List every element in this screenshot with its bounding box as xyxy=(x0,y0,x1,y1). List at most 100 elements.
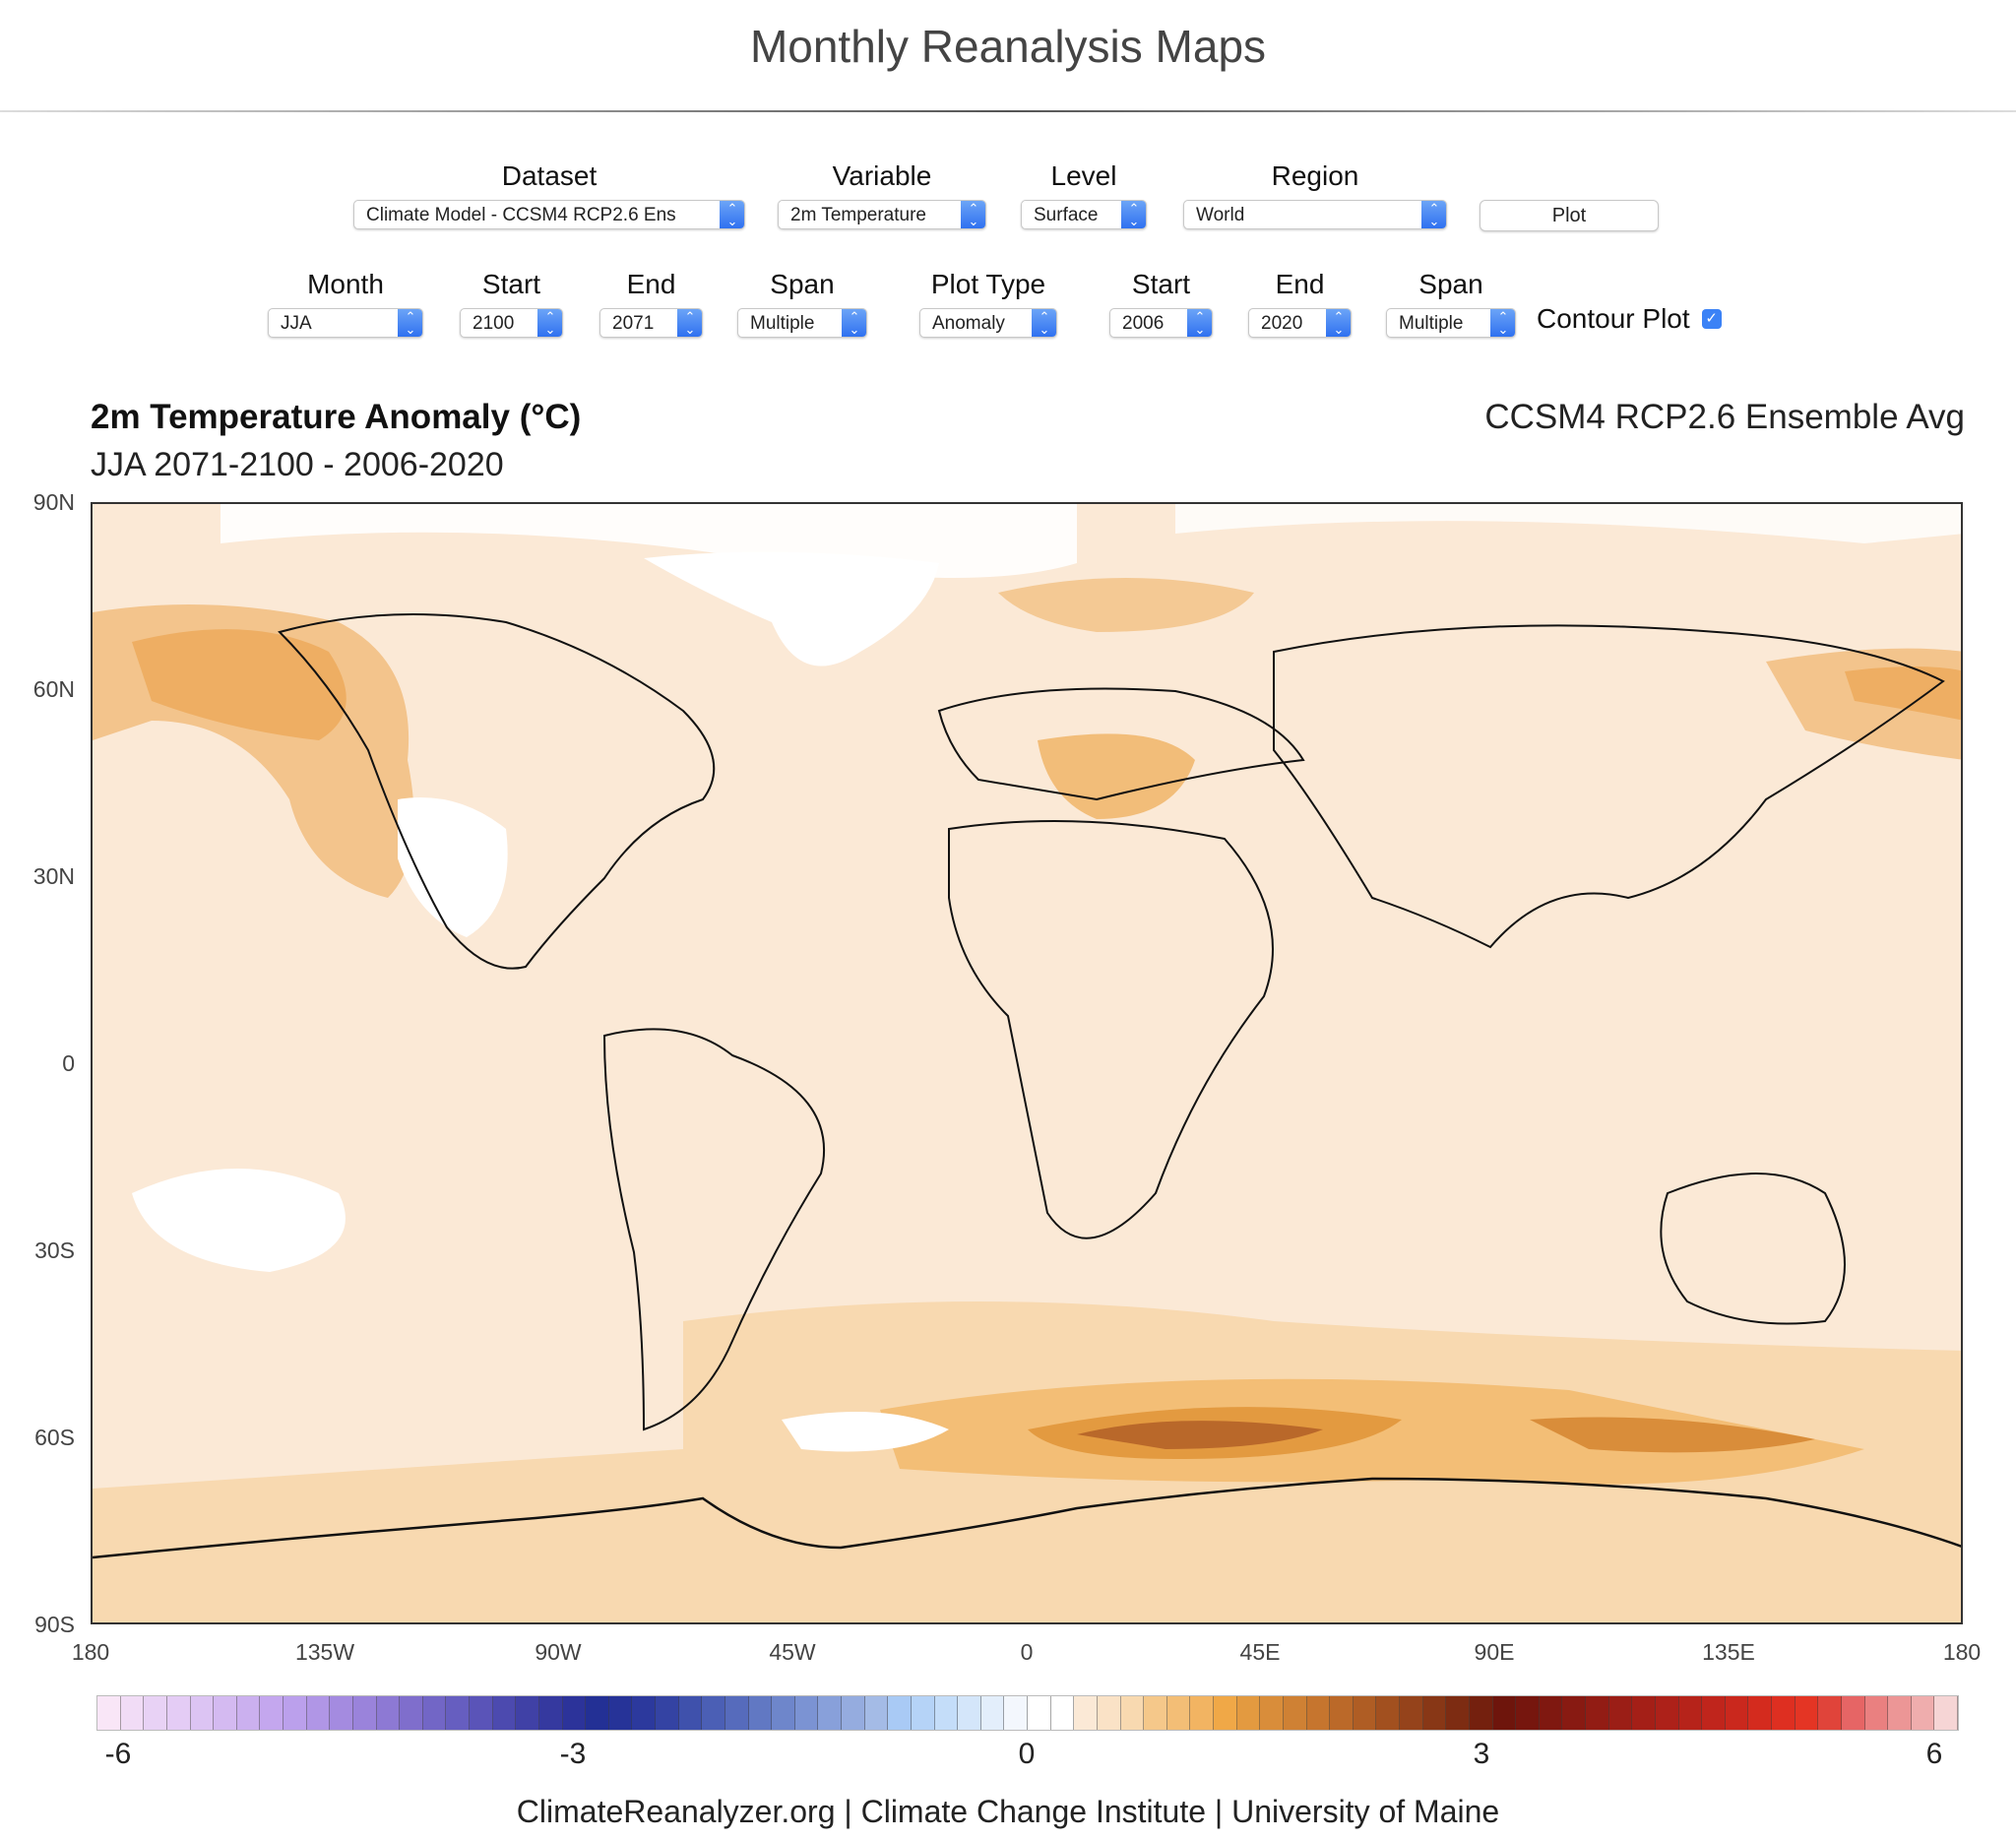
lon-tick: 45W xyxy=(769,1639,816,1665)
colorbar-cell xyxy=(702,1696,725,1730)
page-title: Monthly Reanalysis Maps xyxy=(749,21,1267,72)
month-select[interactable]: JJA ⌃ ⌄ xyxy=(268,308,423,338)
contour-plot-toggle[interactable]: Contour Plot ✓ xyxy=(1537,303,1722,335)
colorbar-cell xyxy=(1166,1696,1191,1730)
lon-tick: 45E xyxy=(1239,1639,1281,1665)
colorbar-cell xyxy=(958,1696,981,1730)
span-select[interactable]: Multiple ⌃ ⌄ xyxy=(737,308,867,338)
colorbar-cell xyxy=(562,1696,587,1730)
dataset-value: Climate Model - CCSM4 RCP2.6 Ens xyxy=(366,205,676,225)
colorbar-cell xyxy=(1469,1696,1493,1730)
title-divider xyxy=(0,110,2016,112)
colorbar-cell xyxy=(888,1696,912,1730)
span-label: Span xyxy=(770,269,835,299)
colorbar-cell xyxy=(1028,1696,1051,1730)
colorbar-cell xyxy=(1283,1696,1307,1730)
level-value: Surface xyxy=(1034,205,1099,225)
lon-tick: 0 xyxy=(1020,1639,1034,1665)
colorbar-cell xyxy=(1400,1696,1423,1730)
colorbar-cell xyxy=(1330,1696,1354,1730)
end-year-control: End 2071 ⌃ ⌄ xyxy=(599,269,703,338)
level-label: Level xyxy=(1050,160,1117,191)
colorbar-tick: 3 xyxy=(1473,1738,1490,1770)
start-year-control: Start 2100 ⌃ ⌄ xyxy=(460,269,563,338)
colorbar-cell xyxy=(516,1696,539,1730)
spinner-icon: ⌃ ⌄ xyxy=(961,201,985,228)
ref-end-year-label: End xyxy=(1275,269,1325,299)
colorbar-cell xyxy=(1934,1696,1958,1730)
colorbar-cell xyxy=(1818,1696,1842,1730)
contour-plot-label: Contour Plot xyxy=(1537,303,1690,334)
spinner-icon: ⌃ ⌄ xyxy=(1326,309,1351,337)
spinner-icon: ⌃ ⌄ xyxy=(537,309,562,337)
spinner-icon: ⌃ ⌄ xyxy=(677,309,702,337)
plot-type-select[interactable]: Anomaly ⌃ ⌄ xyxy=(919,308,1057,338)
lon-tick: 90W xyxy=(535,1639,582,1665)
plot-button[interactable]: Plot xyxy=(1480,200,1659,231)
region-control: Region World ⌃ ⌄ xyxy=(1183,160,1447,229)
colorbar-cell xyxy=(260,1696,284,1730)
spinner-icon: ⌃ ⌄ xyxy=(1121,201,1146,228)
colorbar-cell xyxy=(1702,1696,1726,1730)
anomaly-map xyxy=(91,502,1963,1624)
colorbar-cell xyxy=(1306,1696,1331,1730)
ref-start-year-value: 2006 xyxy=(1122,313,1165,334)
colorbar-tick: 0 xyxy=(1018,1738,1036,1770)
variable-value: 2m Temperature xyxy=(790,205,926,225)
variable-label: Variable xyxy=(832,160,932,191)
ref-span-select[interactable]: Multiple ⌃ ⌄ xyxy=(1386,308,1516,338)
colorbar-cell xyxy=(1911,1696,1935,1730)
end-year-select[interactable]: 2071 ⌃ ⌄ xyxy=(599,308,703,338)
spinner-icon: ⌃ ⌄ xyxy=(1490,309,1515,337)
colorbar-cell xyxy=(772,1696,795,1730)
colorbar-cell xyxy=(97,1696,121,1730)
colorbar-cell xyxy=(376,1696,401,1730)
ref-span-value: Multiple xyxy=(1399,313,1464,334)
footer-credits: ClimateReanalyzer.org | Climate Change I… xyxy=(516,1794,1500,1829)
colorbar-cell xyxy=(236,1696,261,1730)
colorbar-cell xyxy=(1236,1696,1261,1730)
map-title: 2m Temperature Anomaly (°C) xyxy=(91,398,582,436)
colorbar-cell xyxy=(330,1696,353,1730)
colorbar-cell xyxy=(1655,1696,1679,1730)
level-select[interactable]: Surface ⌃ ⌄ xyxy=(1021,200,1147,229)
dataset-label: Dataset xyxy=(501,160,598,191)
colorbar-cell xyxy=(1888,1696,1912,1730)
start-year-select[interactable]: 2100 ⌃ ⌄ xyxy=(460,308,563,338)
plot-type-label: Plot Type xyxy=(930,269,1046,299)
colorbar-cell xyxy=(656,1696,679,1730)
colorbar-cell xyxy=(1353,1696,1377,1730)
colorbar-cell xyxy=(1492,1696,1517,1730)
ref-span-label: Span xyxy=(1418,269,1483,299)
ref-end-year-select[interactable]: 2020 ⌃ ⌄ xyxy=(1248,308,1352,338)
colorbar-cell xyxy=(1144,1696,1167,1730)
end-year-value: 2071 xyxy=(612,313,655,334)
colorbar-tick: -3 xyxy=(559,1738,587,1770)
lon-tick: 90E xyxy=(1474,1639,1515,1665)
lat-tick: 0 xyxy=(62,1050,75,1076)
colorbar-cell xyxy=(1097,1696,1121,1730)
colorbar-cell xyxy=(1795,1696,1819,1730)
variable-select[interactable]: 2m Temperature ⌃ ⌄ xyxy=(778,200,986,229)
colorbar-cell xyxy=(1422,1696,1447,1730)
contour-plot-checkbox[interactable]: ✓ xyxy=(1701,309,1722,329)
map-canvas xyxy=(93,504,1961,1622)
dataset-select[interactable]: Climate Model - CCSM4 RCP2.6 Ens ⌃ ⌄ xyxy=(353,200,745,229)
colorbar-cell xyxy=(1725,1696,1749,1730)
colorbar-cell xyxy=(144,1696,167,1730)
colorbar-cell xyxy=(492,1696,517,1730)
lat-tick: 60N xyxy=(32,676,75,702)
ref-start-year-label: Start xyxy=(1131,269,1191,299)
colorbar-cell xyxy=(1864,1696,1889,1730)
colorbar-cell xyxy=(214,1696,237,1730)
colorbar-cell xyxy=(1586,1696,1609,1730)
spinner-icon: ⌃ ⌄ xyxy=(842,309,866,337)
region-value: World xyxy=(1196,205,1245,225)
region-label: Region xyxy=(1271,160,1359,191)
region-select[interactable]: World ⌃ ⌄ xyxy=(1183,200,1447,229)
colorbar-cell xyxy=(400,1696,423,1730)
month-label: Month xyxy=(307,269,384,299)
lon-tick: 180 xyxy=(71,1639,110,1665)
colorbar-cell xyxy=(1190,1696,1214,1730)
ref-start-year-select[interactable]: 2006 ⌃ ⌄ xyxy=(1109,308,1213,338)
